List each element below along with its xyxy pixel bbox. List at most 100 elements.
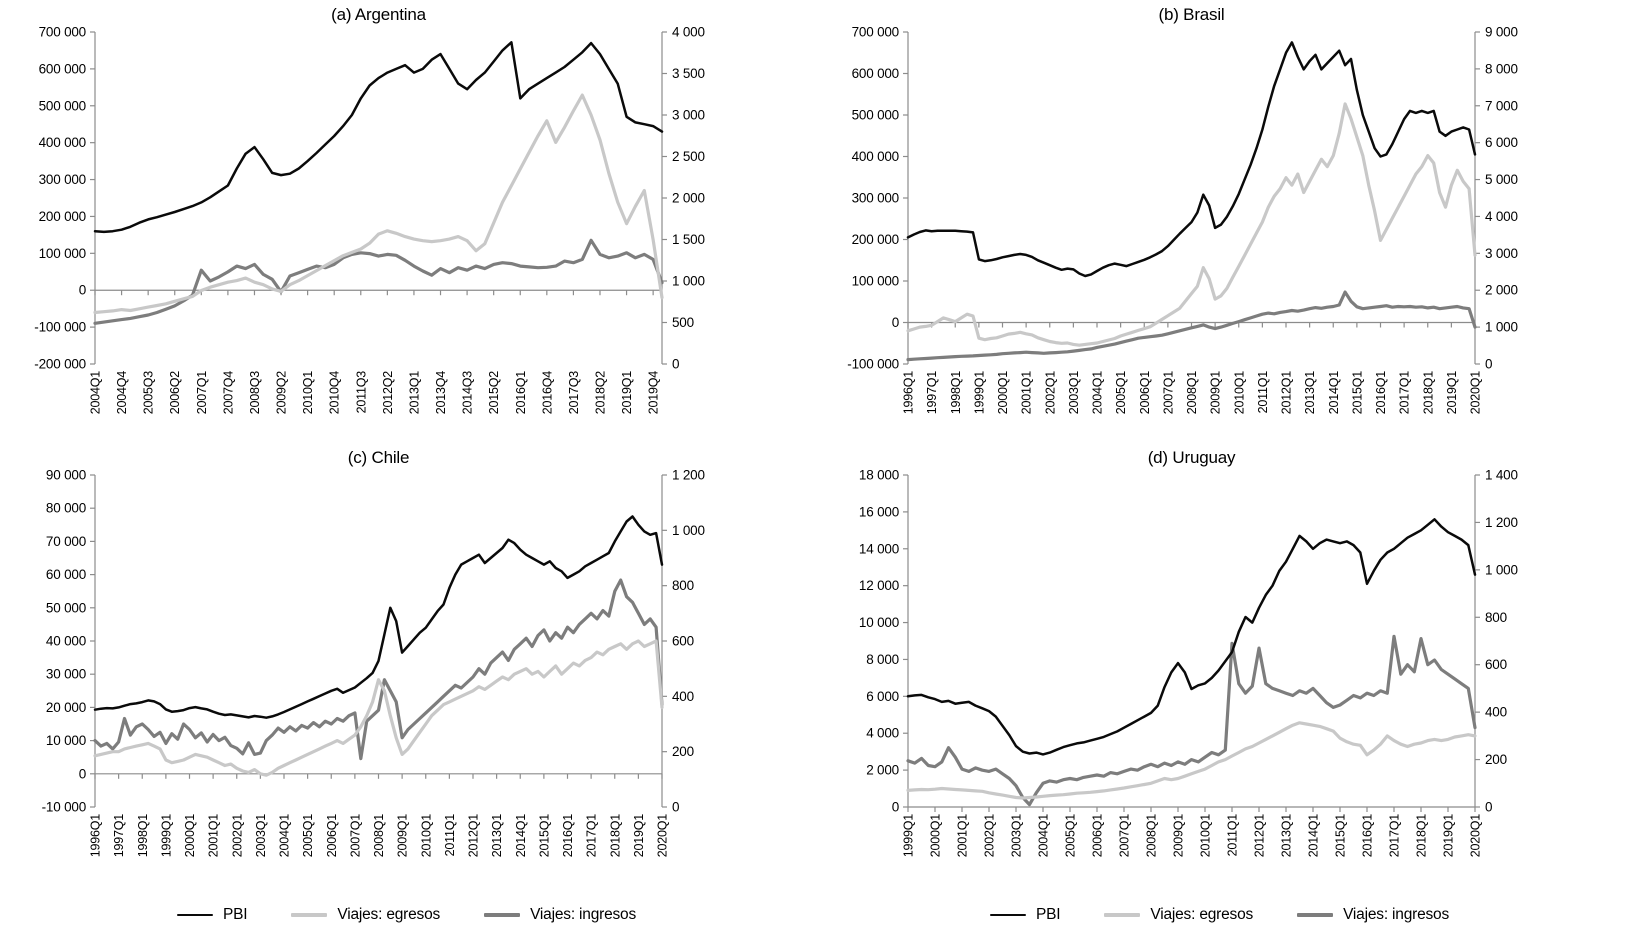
x-axis-label: 2002Q1 [983, 814, 997, 858]
x-axis-label: 2005Q1 [301, 814, 315, 858]
y-axis-left-label: 600 000 [852, 66, 899, 81]
y-axis-left-label: 10 000 [46, 733, 86, 748]
y-axis-left-label: 70 000 [46, 534, 86, 549]
y-axis-left-label: 16 000 [859, 504, 899, 519]
panel-argentina: (a) Argentina -200 000 -100 000 0 100 000 200… [0, 0, 813, 443]
x-axis-label: 2011Q1 [443, 814, 457, 857]
y-axis-left-label: 20 000 [46, 700, 86, 715]
y-axis-left-label: -100 000 [34, 320, 86, 335]
series-viajes-ingresos-line [906, 290, 1477, 362]
y-axis-left-label: 4 000 [866, 726, 899, 741]
y-axis-right-label: 600 [1485, 657, 1507, 672]
series-pbi-line [906, 518, 1477, 756]
x-axis-label: 1997Q1 [112, 814, 126, 858]
y-axis-left-label: 300 000 [852, 191, 899, 206]
x-axis-label: 2020Q1 [656, 814, 670, 858]
y-axis-left-label: 90 000 [46, 468, 86, 483]
y-axis-left-label: 40 000 [46, 634, 86, 649]
y-axis-left-label: 500 000 [39, 98, 86, 113]
x-axis-label: 1998Q1 [136, 814, 150, 858]
x-axis-label: 2008Q1 [1185, 371, 1199, 415]
y-axis-left-label: 600 000 [39, 61, 86, 76]
y-axis-left-label: 60 000 [46, 567, 86, 582]
y-axis-left-label: 700 000 [39, 25, 86, 40]
x-axis-label: 2010Q1 [1232, 371, 1246, 415]
x-axis-label: 2003Q1 [254, 814, 268, 858]
y-axis-right-label: 800 [1485, 610, 1507, 625]
x-axis-label: 2015Q2 [487, 371, 501, 415]
y-axis-right-label: 2 000 [672, 191, 705, 206]
legend-item-pbi: PBI [176, 906, 248, 924]
y-axis-right-label: 1 000 [672, 274, 705, 289]
x-axis-label: 2014Q1 [1327, 371, 1341, 415]
x-axis-label: 2009Q1 [1209, 371, 1223, 415]
x-axis-label: 2014Q3 [461, 371, 475, 415]
y-axis-left-label: 8 000 [866, 652, 899, 667]
y-axis-left-label: 500 000 [852, 108, 899, 123]
legend-line-sample-ingresos [484, 913, 521, 917]
x-axis-label: 2007Q1 [1118, 814, 1132, 858]
y-axis-right-label: 0 [1485, 800, 1492, 815]
series-viajes-ingresos-line [93, 238, 664, 325]
y-axis-right-label: 6 000 [1485, 135, 1518, 150]
x-axis-label: 2018Q2 [593, 371, 607, 415]
x-axis-label: 2007Q1 [195, 371, 209, 415]
chart-title: (c) Chile [348, 448, 410, 467]
y-axis-right-label: 200 [1485, 752, 1507, 767]
panel-chile: (c) Chile -10 000 0 10 000 20 000 30 000 40 00… [0, 443, 813, 886]
y-axis-left-label: 0 [892, 315, 899, 330]
x-axis-label: 2002Q1 [230, 814, 244, 858]
y-axis-right-label: 2 000 [1485, 283, 1518, 298]
x-axis-label: 2004Q1 [1091, 371, 1105, 415]
x-axis-label: 2008Q3 [248, 371, 262, 415]
x-axis-label: 2012Q1 [467, 814, 481, 858]
y-axis-right-label: 4 000 [672, 25, 705, 40]
y-axis-left-label: 0 [79, 766, 86, 781]
y-axis-left-label: 2 000 [866, 763, 899, 778]
x-axis-label: 2003Q1 [1010, 814, 1024, 858]
x-axis-label: 1999Q1 [902, 814, 916, 858]
x-axis-label: 2006Q1 [1091, 814, 1105, 858]
x-axis-label: 2007Q4 [221, 371, 235, 415]
panel-brasil: (b) Brasil -100 000 0 100 000 200 000 300 000… [813, 0, 1626, 443]
y-axis-right-label: 800 [672, 578, 694, 593]
x-axis-label: 1999Q1 [159, 814, 173, 858]
y-axis-left-label: 400 000 [39, 135, 86, 150]
y-axis-right-label: 1 000 [1485, 320, 1518, 335]
x-axis-label: 2007Q1 [348, 814, 362, 858]
y-axis-left-label: 10 000 [859, 615, 899, 630]
y-axis-right-label: 1 400 [1485, 468, 1518, 483]
series-viajes-egresos-line [906, 721, 1477, 800]
series-pbi-line [93, 41, 664, 234]
series-viajes-ingresos-line [93, 578, 664, 761]
chart-uruguay: (d) Uruguay 0 2 000 4 000 6 000 8 000 10 000 12… [859, 448, 1518, 858]
y-axis-right-label: 1 200 [1485, 515, 1518, 530]
x-axis-label: 2016Q1 [561, 814, 575, 858]
x-axis-label: 2003Q1 [1067, 371, 1081, 415]
x-axis-label: 2017Q3 [567, 371, 581, 415]
x-axis-label: 2010Q1 [301, 371, 315, 415]
y-axis-right-label: 400 [1485, 705, 1507, 720]
x-axis-label: 2017Q1 [1388, 814, 1402, 858]
x-axis-label: 2013Q1 [490, 814, 504, 858]
y-axis-right-label: 4 000 [1485, 209, 1518, 224]
x-axis-label: 2012Q1 [1280, 371, 1294, 415]
legend-line-sample-egresos [1104, 913, 1141, 917]
legend-line-sample-egresos [291, 913, 328, 917]
y-axis-left-label: 6 000 [866, 689, 899, 704]
y-axis-left-label: 200 000 [39, 209, 86, 224]
y-axis-left-label: 200 000 [852, 232, 899, 247]
y-axis-right-label: 0 [672, 357, 679, 372]
x-axis-label: 1996Q1 [902, 371, 916, 415]
legend-label-egresos: Viajes: egresos [337, 906, 441, 923]
x-axis-label: 2001Q1 [1020, 371, 1034, 415]
x-axis-label: 2002Q1 [1043, 371, 1057, 415]
y-axis-right-label: 2 500 [672, 149, 705, 164]
x-axis-label: 1998Q1 [949, 371, 963, 415]
x-axis-label: 2005Q3 [142, 371, 156, 415]
legend-line-sample-pbi [176, 913, 213, 917]
x-axis-label: 2004Q1 [89, 371, 103, 415]
x-axis-label: 2010Q1 [1199, 814, 1213, 858]
x-axis-label: 2005Q1 [1114, 371, 1128, 415]
